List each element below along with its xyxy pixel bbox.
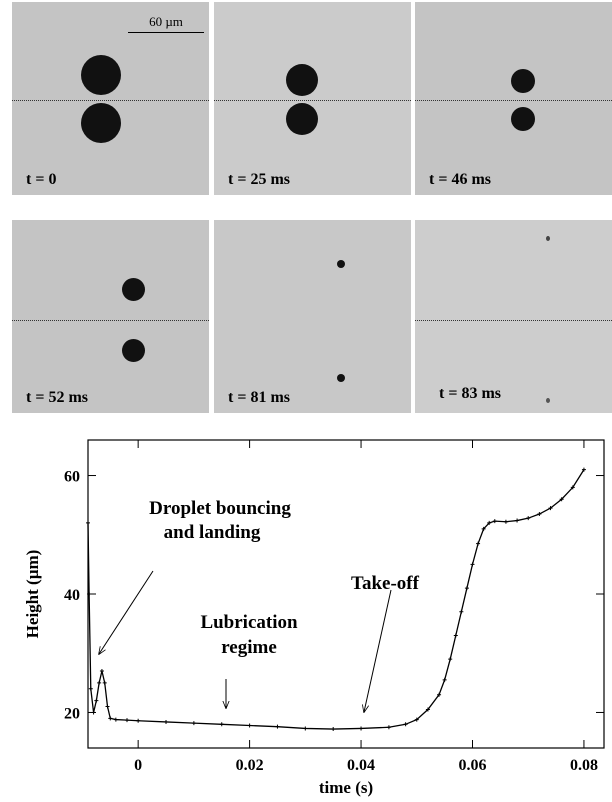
y-tick-label: 40 bbox=[64, 587, 80, 604]
data-point bbox=[86, 520, 90, 525]
data-point bbox=[581, 467, 586, 472]
panel-label: t = 81 ms bbox=[228, 389, 290, 406]
x-tick-label: 0.02 bbox=[236, 757, 264, 774]
data-point bbox=[87, 592, 92, 596]
data-point bbox=[515, 518, 520, 523]
data-point bbox=[125, 718, 130, 723]
data-point bbox=[136, 718, 141, 723]
y-tick-label: 20 bbox=[64, 705, 80, 722]
panel-label: t = 52 ms bbox=[26, 389, 88, 406]
data-point bbox=[464, 586, 469, 591]
data-point bbox=[108, 716, 113, 721]
data-point bbox=[470, 562, 475, 567]
panel-label: t = 25 ms bbox=[228, 171, 290, 188]
data-point bbox=[99, 669, 104, 673]
data-point bbox=[331, 727, 336, 732]
data-point bbox=[386, 725, 391, 730]
data-point bbox=[105, 704, 110, 709]
image-panel: t = 25 ms bbox=[214, 2, 411, 195]
image-panel: t = 46 ms bbox=[415, 2, 612, 195]
x-tick-label: 0.04 bbox=[347, 757, 375, 774]
data-point bbox=[94, 698, 99, 703]
data-point bbox=[247, 723, 252, 728]
data-point bbox=[164, 719, 169, 724]
x-tick-label: 0.08 bbox=[570, 757, 598, 774]
data-point bbox=[537, 512, 542, 517]
annotation: regime bbox=[221, 637, 277, 658]
data-point bbox=[442, 677, 447, 682]
arrow bbox=[364, 589, 392, 712]
data-point bbox=[359, 726, 364, 731]
y-tick-label: 60 bbox=[64, 469, 80, 486]
data-point bbox=[102, 680, 107, 685]
x-tick-label: 0.06 bbox=[458, 757, 486, 774]
data-point bbox=[219, 722, 224, 727]
annotation: Droplet bouncing bbox=[149, 498, 291, 519]
annotation: and landing bbox=[164, 522, 261, 543]
chart: Height (µm) time (s) Droplet bouncing an… bbox=[23, 439, 605, 797]
data-point bbox=[459, 609, 464, 614]
data-point bbox=[88, 686, 93, 691]
annotation: Take-off bbox=[351, 573, 420, 594]
data-point bbox=[503, 519, 508, 524]
data-point bbox=[275, 724, 280, 729]
data-point bbox=[476, 541, 481, 546]
y-axis-label: Height (µm) bbox=[23, 550, 42, 639]
data-point bbox=[453, 633, 458, 638]
data-point bbox=[487, 520, 492, 525]
data-point bbox=[91, 710, 96, 715]
panel-label: t = 46 ms bbox=[429, 171, 491, 188]
image-panel: t = 83 ms bbox=[415, 220, 612, 413]
data-point bbox=[425, 707, 430, 712]
data-point bbox=[481, 526, 486, 531]
data-point bbox=[559, 497, 564, 502]
data-point bbox=[526, 516, 531, 521]
panel-label: t = 0 bbox=[26, 171, 57, 188]
data-point bbox=[414, 717, 419, 722]
image-panel: t = 52 ms bbox=[12, 220, 209, 413]
data-point bbox=[97, 680, 102, 685]
data-point bbox=[403, 722, 408, 727]
data-point bbox=[492, 519, 497, 524]
data-point bbox=[303, 726, 308, 731]
image-panel: 60 µm t = 0 bbox=[12, 2, 209, 195]
data-point bbox=[448, 657, 453, 662]
annotation: Lubrication bbox=[200, 612, 298, 633]
scale-bar: 60 µm bbox=[128, 14, 204, 33]
x-tick-label: 0 bbox=[134, 757, 142, 774]
data-point bbox=[570, 485, 575, 490]
panel-label: t = 83 ms bbox=[439, 385, 501, 402]
data-point bbox=[437, 692, 442, 697]
x-axis-label: time (s) bbox=[319, 778, 373, 797]
data-point bbox=[548, 506, 553, 511]
data-point bbox=[113, 717, 118, 722]
arrow bbox=[99, 570, 154, 654]
image-panel: t = 81 ms bbox=[214, 220, 411, 413]
plot-frame bbox=[87, 439, 605, 749]
data-point bbox=[191, 721, 196, 726]
